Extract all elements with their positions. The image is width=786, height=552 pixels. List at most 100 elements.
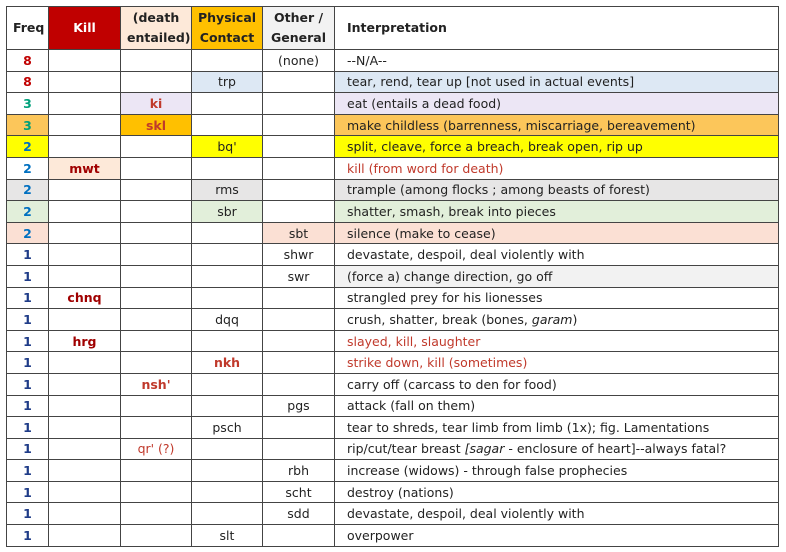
freq-cell: 1 [6,480,49,504]
empty-cell [191,329,263,353]
empty-cell [120,394,192,418]
term-cell: bq' [191,135,263,158]
freq-cell: 2 [6,221,49,245]
empty-cell [191,221,263,245]
empty-cell [120,416,192,439]
empty-cell [120,351,192,374]
table-row: 8 (none) --N/A-- [6,49,779,72]
empty-cell [191,243,263,266]
table-row: 1 nkh strike down, kill (sometimes) [6,351,779,374]
term-cell: ki [120,92,192,115]
table-row: 1 hrg slayed, kill, slaughter [6,329,779,353]
term-cell: sdd [262,502,335,526]
empty-cell [48,92,121,115]
empty-cell [120,156,192,180]
table-row: 1 dqq crush, shatter, break (bones, garam) [6,308,779,331]
empty-cell [191,394,263,418]
empty-cell [191,113,263,137]
term-cell: psch [191,416,263,439]
empty-cell [120,480,192,504]
freq-cell: 1 [6,459,49,482]
empty-cell [48,524,121,547]
empty-cell [120,178,192,202]
term-cell: nsh' [120,372,192,396]
term-cell: scht [262,480,335,504]
empty-cell [262,524,335,547]
header-cell: Kill [48,6,121,50]
empty-cell [262,70,335,94]
table-row: 8 trp tear, rend, tear up [not used in act… [6,70,779,94]
text-segment: rip/cut/tear breast [347,441,465,457]
freq-cell: 1 [6,243,49,266]
term-cell: swr [262,264,335,288]
term-cell: skl [120,113,192,137]
table-row: 1 psch tear to shreds, tear limb from limb… [6,416,779,439]
header-row: Freq Kill (death entailed) Physical Contact… [6,6,779,50]
term-cell: rms [191,178,263,202]
term-cell: (none) [262,49,335,72]
freq-cell: 3 [6,92,49,115]
table-row: 1 qr' (?) rip/cut/tear breast [sagar - enc… [6,437,779,461]
freq-cell: 1 [6,394,49,418]
term-cell: shwr [262,243,335,266]
interpretation-cell: devastate, despoil, deal violently with [334,243,779,266]
header-cell: Other / General [262,6,335,50]
empty-cell [191,264,263,288]
table-row: 1 sdd devastate, despoil, deal violently w… [6,502,779,526]
empty-cell [191,49,263,72]
empty-cell [262,416,335,439]
empty-cell [48,394,121,418]
table-row: 1 shwr devastate, despoil, deal violently … [6,243,779,266]
freq-cell: 3 [6,113,49,137]
empty-cell [191,286,263,310]
freq-cell: 1 [6,286,49,310]
empty-cell [48,178,121,202]
term-cell: sbr [191,200,263,223]
table-row: 1 slt overpower [6,524,779,547]
empty-cell [262,113,335,137]
table-body: 8 (none) --N/A-- 8 trp tear, rend, tear up [n… [6,49,779,547]
interpretation-cell: overpower [334,524,779,547]
header-cell: Freq [6,6,49,50]
table-row: 1 swr (force a) change direction, go off [6,264,779,288]
text-segment: garam [531,311,573,327]
freq-cell: 2 [6,156,49,180]
term-cell: chnq [48,286,121,310]
empty-cell [48,221,121,245]
empty-cell [262,178,335,202]
term-cell: dqq [191,308,263,331]
term-cell: hrg [48,329,121,353]
interpretation-cell: kill (from word for death) [334,156,779,180]
interpretation-cell: increase (widows) - through false prophe… [334,459,779,482]
interpretation-cell: silence (make to cease) [334,221,779,245]
header-cell: Physical Contact [191,6,263,50]
table-row: 2 sbt silence (make to cease) [6,221,779,245]
table-row: 1 pgs attack (fall on them) [6,394,779,418]
interpretation-cell: carry off (carcass to den for food) [334,372,779,396]
term-cell: rbh [262,459,335,482]
empty-cell [120,502,192,526]
text-segment: - enclosure of heart]--always fatal? [504,441,727,457]
empty-cell [48,135,121,158]
empty-cell [262,351,335,374]
term-cell: pgs [262,394,335,418]
empty-cell [48,502,121,526]
text-segment: crush, shatter, break (bones, [347,311,532,327]
table-row: 2 rms trample (among flocks ; among beasts… [6,178,779,202]
empty-cell [48,264,121,288]
empty-cell [262,286,335,310]
freq-cell: 8 [6,49,49,72]
table-row: 2 mwt kill (from word for death) [6,156,779,180]
freq-cell: 2 [6,135,49,158]
interpretation-cell: split, cleave, force a breach, break ope… [334,135,779,158]
empty-cell [48,480,121,504]
empty-cell [48,351,121,374]
empty-cell [48,49,121,72]
interpretation-cell: eat (entails a dead food) [334,92,779,115]
term-cell: slt [191,524,263,547]
empty-cell [48,243,121,266]
freq-cell: 1 [6,372,49,396]
freq-cell: 2 [6,178,49,202]
empty-cell [120,459,192,482]
interpretation-cell: destroy (nations) [334,480,779,504]
